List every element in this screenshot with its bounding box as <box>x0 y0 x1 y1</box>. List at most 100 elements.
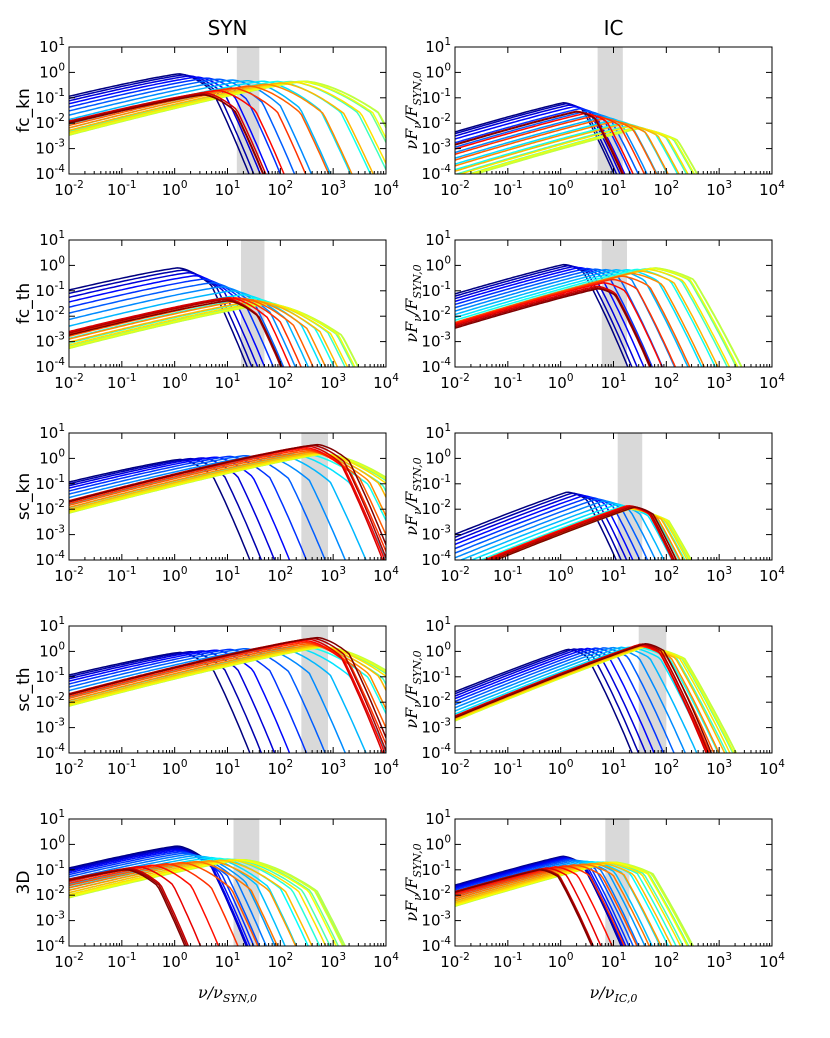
x-tick-label-base: 10 <box>54 567 73 585</box>
x-tick-label: 102 <box>653 565 679 585</box>
y-tick-label: 100 <box>39 833 65 853</box>
y-tick-label-exp: -3 <box>441 910 451 922</box>
y-axis-label-sub: ν <box>411 315 424 322</box>
x-tick-label-base: 10 <box>440 181 459 199</box>
x-tick-label: 103 <box>320 179 346 199</box>
spectrum-curve <box>455 862 673 946</box>
x-tick-label-exp: 0 <box>181 179 188 191</box>
spectrum-curve <box>69 851 255 946</box>
spectrum-curve <box>69 651 251 753</box>
y-tick-label-exp: -3 <box>441 524 451 536</box>
y-tick-label-base: 10 <box>39 424 58 442</box>
y-tick-label: 10-3 <box>421 331 451 351</box>
spectrum-curve <box>69 458 251 560</box>
x-tick-label-base: 10 <box>759 374 778 392</box>
x-tick-label-exp: 0 <box>567 758 574 770</box>
spectrum-curve <box>455 120 669 174</box>
y-tick-label: 10-3 <box>35 138 65 158</box>
y-tick-label-base: 10 <box>421 475 440 493</box>
y-tick-label-base: 10 <box>35 333 54 351</box>
spectrum-curve <box>455 646 698 753</box>
x-tick-label-exp: 3 <box>339 758 346 770</box>
y-axis-label: νFν/FSYN,0 <box>402 264 424 342</box>
x-tick-label-exp: 0 <box>181 951 188 963</box>
spectrum-curve <box>455 278 677 367</box>
y-tick-label: 10-2 <box>421 884 451 904</box>
y-tick-label-exp: -3 <box>55 138 65 150</box>
row-label-3D: 3D <box>14 871 34 895</box>
y-tick-label-base: 10 <box>35 693 54 711</box>
row-label-fc-th: fc_th <box>14 283 34 324</box>
x-tick-label-exp: 3 <box>339 372 346 384</box>
x-tick-label-base: 10 <box>601 953 620 971</box>
y-tick-label-exp: -2 <box>441 884 451 896</box>
x-tick-label-exp: 2 <box>287 758 294 770</box>
y-tick-label-exp: 0 <box>444 61 451 73</box>
y-tick-label-base: 10 <box>39 256 58 274</box>
panel-3D-ic: 10-2 10-1 100 101 102 103 10410-410-310-210-11… <box>402 808 785 1005</box>
spectrum-curve <box>69 859 344 946</box>
spectrum-curve <box>455 858 630 946</box>
spectrum-curve <box>69 300 283 367</box>
y-tick-label-base: 10 <box>421 668 440 686</box>
y-tick-label-exp: -3 <box>55 524 65 536</box>
spectrum-curve <box>455 266 645 367</box>
x-tick-label: 10-2 <box>440 179 470 199</box>
y-tick-label-exp: 1 <box>444 422 451 434</box>
y-tick-label-base: 10 <box>425 424 444 442</box>
x-tick-label-exp: -1 <box>126 758 136 770</box>
y-tick-label-base: 10 <box>421 282 440 300</box>
curve-group <box>455 101 699 174</box>
y-tick-label-exp: -2 <box>55 498 65 510</box>
x-tick-label: 103 <box>320 951 346 971</box>
spectrum-curve <box>455 646 709 753</box>
y-tick-label-exp: -3 <box>55 717 65 729</box>
column-title-syn: SYN <box>208 16 248 40</box>
y-tick-label-exp: 0 <box>58 254 65 266</box>
y-tick-label-exp: -3 <box>441 138 451 150</box>
x-tick-label: 100 <box>548 951 574 971</box>
x-tick-label-exp: 4 <box>392 179 399 191</box>
x-tick-label-exp: -2 <box>73 951 83 963</box>
y-tick-label: 10-1 <box>421 666 451 686</box>
y-tick-label: 10-1 <box>421 859 451 879</box>
y-tick-label-base: 10 <box>421 140 440 158</box>
y-tick-label-exp: -4 <box>441 742 452 754</box>
y-tick-label: 10-1 <box>421 473 451 493</box>
y-tick-label: 101 <box>39 422 65 442</box>
x-tick-label-exp: 4 <box>778 565 785 577</box>
x-tick-label-exp: -1 <box>126 372 136 384</box>
y-tick-label: 100 <box>39 61 65 81</box>
x-tick-label: 101 <box>601 179 627 199</box>
y-tick-label-exp: -2 <box>441 112 451 124</box>
y-tick-label-base: 10 <box>425 835 444 853</box>
row-label-sc-th: sc_th <box>14 667 34 711</box>
x-tick-label: 101 <box>215 372 241 392</box>
spectrum-curve <box>455 123 680 174</box>
x-tick-label: 101 <box>215 565 241 585</box>
x-tick-label: 10-2 <box>440 951 470 971</box>
x-tick-label: 103 <box>706 951 732 971</box>
x-tick-label: 102 <box>267 758 293 778</box>
spectrum-curve <box>455 118 658 174</box>
y-tick-label-exp: 1 <box>444 808 451 820</box>
x-tick-label: 103 <box>706 758 732 778</box>
panel-grid: 10-2 10-1 100 101 102 103 10410-410-310-210-11… <box>14 36 785 1005</box>
y-tick-label-base: 10 <box>421 551 440 569</box>
x-tick-label-exp: 2 <box>673 951 680 963</box>
y-tick-label-exp: -2 <box>441 305 451 317</box>
y-tick-label: 101 <box>425 808 451 828</box>
spectrum-curve <box>69 82 374 174</box>
spectrum-curve <box>455 268 703 367</box>
y-tick-label-exp: 0 <box>444 447 451 459</box>
x-tick-label-exp: 1 <box>234 372 241 384</box>
x-tick-label-base: 10 <box>493 181 512 199</box>
spectrum-curve <box>455 648 647 753</box>
spectrum-curve <box>455 272 706 367</box>
x-tick-label-base: 10 <box>548 760 567 778</box>
y-tick-label-exp: 0 <box>444 640 451 652</box>
spectrum-curve <box>69 297 283 367</box>
y-tick-label-exp: -4 <box>441 163 452 175</box>
y-tick-label-exp: 0 <box>58 61 65 73</box>
y-axis-label-sub2: SYN,0 <box>411 843 424 877</box>
